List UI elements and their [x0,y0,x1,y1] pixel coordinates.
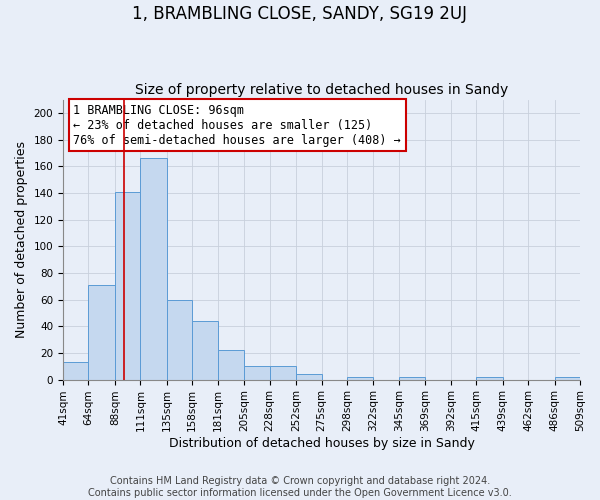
Title: Size of property relative to detached houses in Sandy: Size of property relative to detached ho… [135,83,508,97]
Text: 1 BRAMBLING CLOSE: 96sqm
← 23% of detached houses are smaller (125)
76% of semi-: 1 BRAMBLING CLOSE: 96sqm ← 23% of detach… [73,104,401,147]
Bar [88,285,115,380]
Bar [554,377,580,380]
Text: 1, BRAMBLING CLOSE, SANDY, SG19 2UJ: 1, BRAMBLING CLOSE, SANDY, SG19 2UJ [133,5,467,23]
Bar [140,158,167,380]
Bar [244,366,269,380]
Bar [115,192,140,380]
Bar [218,350,244,380]
Bar [269,366,296,380]
Bar [347,377,373,380]
Y-axis label: Number of detached properties: Number of detached properties [15,141,28,338]
X-axis label: Distribution of detached houses by size in Sandy: Distribution of detached houses by size … [169,437,475,450]
Bar [399,377,425,380]
Bar [476,377,503,380]
Bar [192,321,218,380]
Bar [296,374,322,380]
Bar [167,300,192,380]
Text: Contains HM Land Registry data © Crown copyright and database right 2024.
Contai: Contains HM Land Registry data © Crown c… [88,476,512,498]
Bar [63,362,88,380]
